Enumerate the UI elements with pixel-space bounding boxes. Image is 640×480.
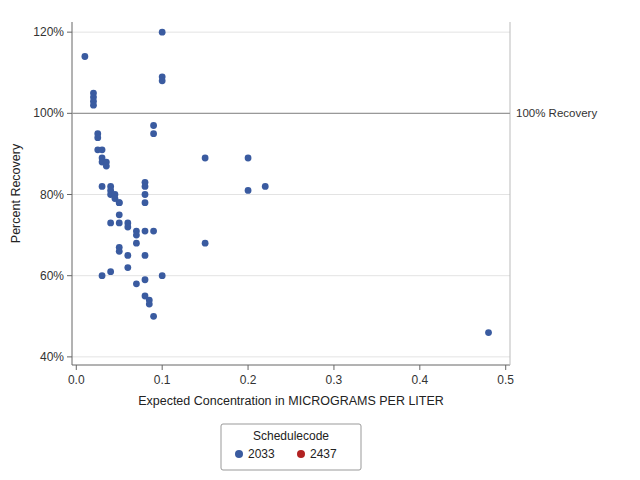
right-axis-line (510, 22, 511, 365)
point (142, 199, 149, 206)
point (99, 146, 106, 153)
grid-line (72, 194, 510, 195)
x-tick (162, 365, 163, 370)
point (107, 268, 114, 275)
point (99, 183, 106, 190)
y-tick-label: 60% (40, 269, 64, 283)
point (142, 228, 149, 235)
point (146, 301, 153, 308)
point (133, 280, 140, 287)
point (116, 199, 123, 206)
legend-frame (221, 424, 361, 470)
point (99, 272, 106, 279)
y-axis-label: Percent Recovery (9, 143, 23, 243)
point (90, 102, 97, 109)
legend-label: 2437 (310, 447, 337, 461)
point (202, 155, 209, 162)
y-grid (72, 32, 510, 357)
grid-line (72, 275, 510, 276)
axes: 40% 60% 80% 100% 120% 0.0 0.1 0.2 0.3 0.4 0.5 (33, 22, 514, 387)
x-tick-label: 0.1 (154, 373, 171, 387)
point (202, 240, 209, 247)
point (124, 224, 131, 231)
grid-line (72, 356, 510, 357)
y-tick (67, 194, 72, 195)
background (0, 0, 640, 480)
x-tick-label: 0.2 (240, 373, 257, 387)
x-tick (419, 365, 420, 370)
y-tick (67, 275, 72, 276)
point (159, 77, 166, 84)
series-points (81, 29, 491, 336)
chart: 40% 60% 80% 100% 120% 0.0 0.1 0.2 0.3 0.4 0.5 100% … (0, 0, 640, 480)
point (94, 134, 101, 141)
point (150, 313, 157, 320)
point (485, 329, 492, 336)
point (159, 272, 166, 279)
x-tick-label: 0.5 (497, 373, 514, 387)
point (81, 53, 88, 60)
point (116, 199, 123, 206)
y-tick-label: 40% (40, 350, 64, 364)
point (150, 228, 157, 235)
x-tick (333, 365, 334, 370)
legend: Schedulecode 2033 2437 (221, 424, 361, 470)
point (150, 122, 157, 129)
point (262, 183, 269, 190)
x-tick (76, 365, 77, 370)
point (116, 220, 123, 227)
grid-line (72, 32, 510, 33)
legend-title: Schedulecode (253, 429, 329, 443)
x-tick (248, 365, 249, 370)
point (103, 163, 110, 170)
point (116, 211, 123, 218)
point (142, 191, 149, 198)
legend-marker (235, 450, 243, 458)
y-axis-line (72, 22, 73, 365)
point (159, 29, 166, 36)
point (142, 183, 149, 190)
point (116, 248, 123, 255)
point (150, 130, 157, 137)
reference-line-label: 100% Recovery (516, 107, 597, 119)
y-tick (67, 113, 72, 114)
points (81, 29, 491, 336)
y-tick-label: 100% (33, 106, 64, 120)
grid-line (72, 113, 510, 114)
reference-line (72, 113, 510, 114)
x-axis-label: Expected Concentration in MICROGRAMS PER… (138, 394, 444, 408)
y-tick-label: 80% (40, 188, 64, 202)
point (142, 276, 149, 283)
legend-label: 2033 (248, 447, 275, 461)
point (142, 252, 149, 259)
point (107, 220, 114, 227)
point (133, 232, 140, 239)
y-tick (67, 32, 72, 33)
y-tick (67, 356, 72, 357)
point (124, 252, 131, 259)
point (124, 264, 131, 271)
y-tick-label: 120% (33, 25, 64, 39)
x-axis-line (72, 365, 510, 366)
point (133, 240, 140, 247)
point (245, 187, 252, 194)
reference-lines: 100% Recovery (72, 107, 597, 119)
x-tick-label: 0.0 (68, 373, 85, 387)
x-tick (505, 365, 506, 370)
x-tick-label: 0.4 (411, 373, 428, 387)
x-tick-label: 0.3 (326, 373, 343, 387)
point (245, 155, 252, 162)
legend-marker (297, 450, 305, 458)
